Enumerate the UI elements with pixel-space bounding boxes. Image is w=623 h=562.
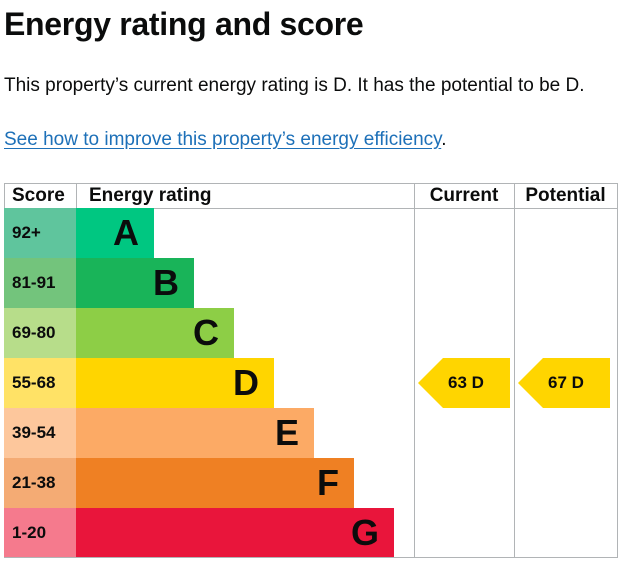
header-potential: Potential [525,185,606,206]
score-cell-b: 81-91 [4,258,76,308]
rating-bar-b: B [76,258,194,308]
potential-rating-value: 67 D [548,373,584,392]
rating-bar-g: G [76,508,394,557]
score-divider [76,183,77,208]
rating-bar-a: A [76,208,154,258]
rating-bar-c: C [76,308,234,358]
potential-arrow-shape [518,358,610,408]
score-cell-a: 92+ [4,208,76,258]
energy-rating-chart: Score Energy rating Current Potential 92… [4,183,618,558]
improve-link-line: See how to improve this property’s energ… [4,127,447,153]
score-cell-d: 55-68 [4,358,76,408]
page-title: Energy rating and score [4,6,364,42]
current-rating-value: 63 D [448,373,484,392]
header-energy-rating: Energy rating [89,185,212,206]
rating-bar-f: F [76,458,354,508]
rating-summary: This property’s current energy rating is… [4,75,585,96]
current-rating-marker: 63 D [418,358,510,408]
header-divider [4,208,618,209]
rating-bar-d: D [76,358,274,408]
score-cell-c: 69-80 [4,308,76,358]
rating-bar-e: E [76,408,314,458]
header-score: Score [12,185,65,206]
link-suffix: . [441,129,447,150]
current-arrow-shape [418,358,510,408]
header-current: Current [429,185,499,206]
score-cell-g: 1-20 [4,508,76,557]
score-cell-e: 39-54 [4,408,76,458]
potential-rating-marker: 67 D [518,358,610,408]
table-bottom-border [4,557,618,558]
potential-divider [514,183,515,558]
table-right-border [617,183,618,558]
table-top-border [4,183,618,184]
current-divider [414,183,415,558]
score-cell-f: 21-38 [4,458,76,508]
improve-efficiency-link[interactable]: See how to improve this property’s energ… [4,129,442,150]
